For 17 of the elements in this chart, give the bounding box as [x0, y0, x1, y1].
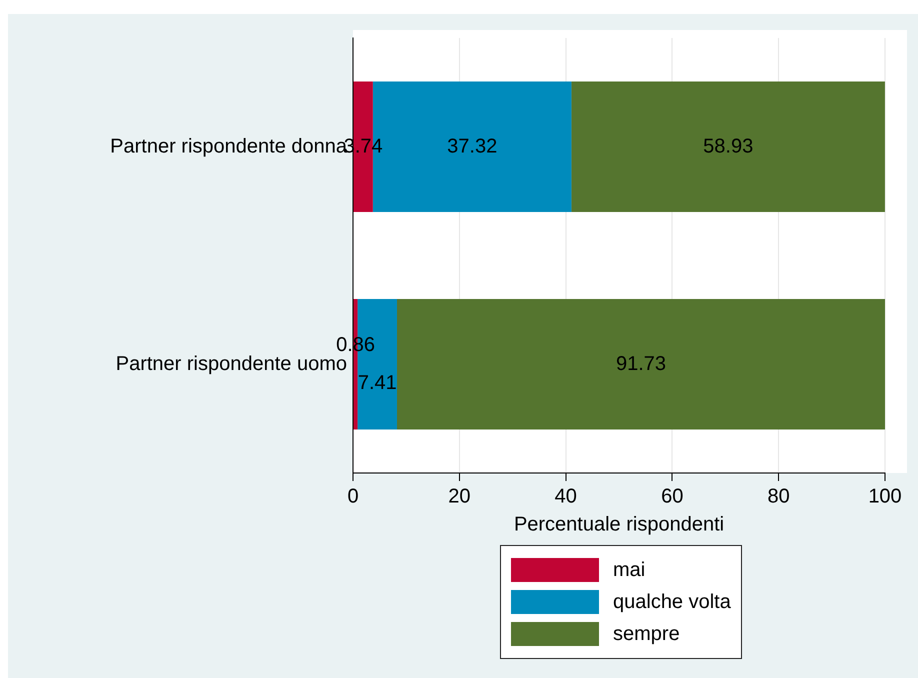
- bar: [571, 82, 885, 212]
- legend-label: mai: [613, 558, 646, 582]
- bar: [396, 299, 885, 430]
- x-axis-title: Percentuale rispondenti: [514, 514, 724, 536]
- y-tick-label: Partner rispondente donna: [110, 135, 348, 158]
- x-tick-label: 0: [347, 486, 359, 508]
- data-label: 91.73: [616, 352, 666, 375]
- x-tick-label: 60: [661, 486, 684, 508]
- legend-label: qualche volta: [613, 590, 731, 614]
- x-tick-label: 100: [868, 486, 902, 508]
- legend-label: sempre: [613, 622, 680, 646]
- x-tick-label: 20: [448, 486, 471, 508]
- x-tick-label: 80: [767, 486, 790, 508]
- data-label: 58.93: [703, 135, 754, 158]
- x-tick-label: 40: [554, 486, 577, 508]
- data-label: 7.41: [358, 372, 397, 394]
- data-label: 37.32: [447, 135, 498, 158]
